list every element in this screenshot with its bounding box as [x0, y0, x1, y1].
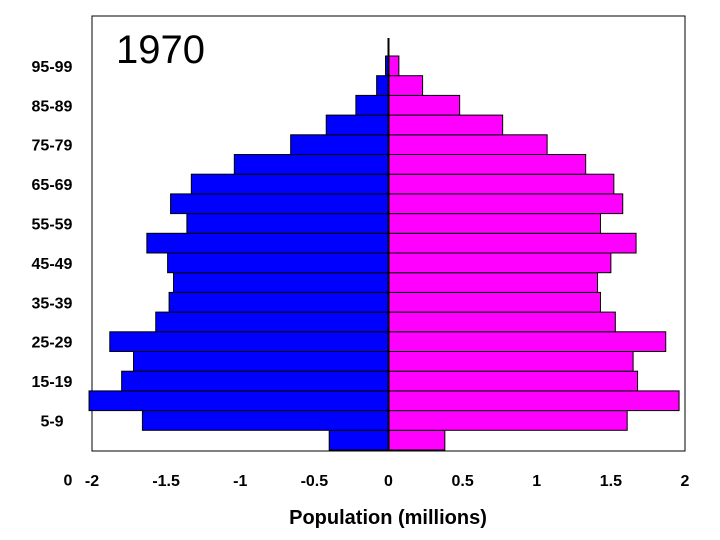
x-tick-label: 1	[532, 473, 541, 490]
y-tick-label: 45-49	[32, 256, 73, 273]
bar-left-70-74	[233, 154, 389, 175]
bar-right-50-54	[388, 232, 637, 254]
bar-right-90-94	[388, 75, 424, 96]
y-tick-label: 15-19	[32, 374, 73, 391]
bar-right-5-9	[388, 410, 628, 431]
y-tick-label: 95-99	[32, 59, 73, 76]
y-tick-label: 5-9	[40, 413, 63, 430]
x-axis-title: Population (millions)	[289, 507, 487, 529]
bar-left-85-89	[355, 94, 390, 116]
bar-right-65-69	[388, 173, 615, 195]
y-tick-label: 75-79	[32, 138, 73, 155]
x-tick-label: 0	[384, 473, 393, 490]
y-tick-label: 25-29	[32, 335, 73, 352]
bar-right-55-59	[388, 213, 601, 234]
y-tick-label: 55-59	[32, 216, 73, 233]
y-tick-label: 35-39	[32, 295, 73, 312]
x-tick-label: -1.5	[152, 473, 180, 490]
bar-left-75-79	[290, 134, 389, 156]
bar-left-5-9	[141, 410, 389, 431]
x-tick-label: -2	[85, 473, 99, 490]
bar-right-20-24	[388, 351, 634, 372]
y-axis-tick-labels: 95-99 85-89 75-79 65-69 55-59 45-49 35-39 25-29…	[32, 59, 73, 490]
bar-right-10-14	[388, 390, 680, 412]
bar-right-25-29	[388, 331, 667, 352]
bar-left-90-94	[376, 75, 390, 96]
y-tick-label: 85-89	[32, 98, 73, 115]
x-tick-label: -1	[233, 473, 247, 490]
bar-left-80-84	[325, 114, 389, 136]
bar-right-95-99	[388, 55, 400, 77]
bar-left-10-14	[88, 390, 389, 412]
year-annotation: 1970	[116, 28, 205, 72]
bar-left-50-54	[146, 232, 389, 254]
bar-left-45-49	[167, 252, 389, 274]
x-tick-label: 2	[681, 473, 690, 490]
bar-right-30-34	[388, 311, 616, 333]
x-tick-label: 0.5	[452, 473, 474, 490]
bar-left-30-34	[155, 311, 389, 333]
bar-right-0-4	[388, 429, 446, 451]
bar-right-15-19	[388, 370, 639, 392]
bar-right-70-74	[388, 154, 587, 175]
y-tick-label: 0	[64, 473, 73, 490]
bar-left-25-29	[109, 331, 389, 352]
x-tick-label: 1.5	[600, 473, 622, 490]
bar-right-40-44	[388, 272, 599, 293]
bar-left-20-24	[133, 351, 389, 372]
bar-left-65-69	[190, 173, 389, 195]
bar-right-85-89	[388, 94, 461, 116]
bars-layer	[88, 55, 680, 451]
bar-right-35-39	[388, 291, 601, 313]
bar-left-55-59	[186, 213, 389, 234]
x-tick-label: -0.5	[301, 473, 329, 490]
bar-right-75-79	[388, 134, 548, 156]
bar-left-15-19	[121, 370, 390, 392]
bar-left-0-4	[328, 429, 390, 451]
bar-left-40-44	[173, 272, 389, 293]
x-axis-tick-labels: -2 -1.5 -1 -0.5 0 0.5 1 1.5 2	[85, 473, 690, 490]
bar-left-35-39	[168, 291, 389, 313]
bar-right-45-49	[388, 252, 612, 274]
bar-right-80-84	[388, 114, 504, 136]
y-tick-label: 65-69	[32, 177, 73, 194]
bar-right-60-64	[388, 193, 624, 215]
bar-left-60-64	[170, 193, 389, 215]
